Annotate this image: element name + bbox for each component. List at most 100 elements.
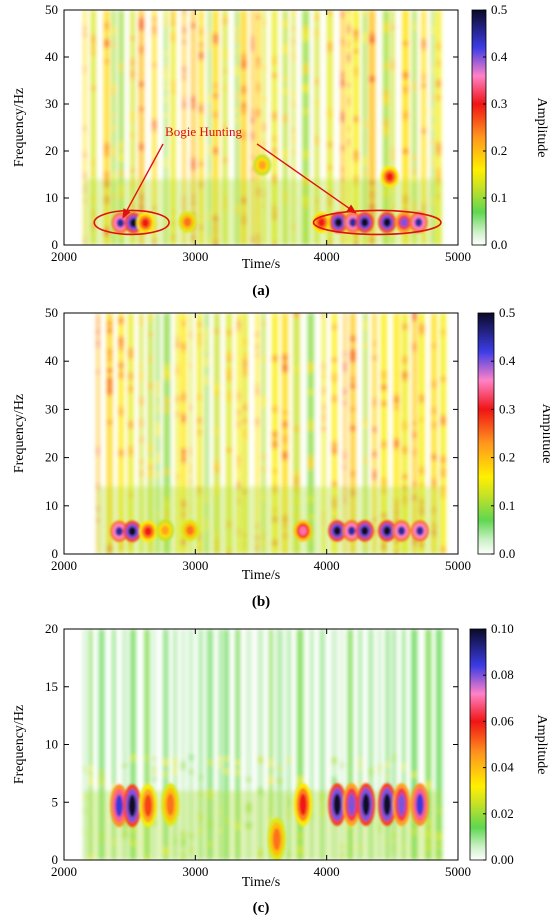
heatmap-speck <box>235 49 239 54</box>
heatmap-speck <box>297 775 303 785</box>
heatmap-speck <box>152 16 156 23</box>
heatmap-band <box>235 10 239 245</box>
heatmap-speck <box>277 777 283 785</box>
heatmap-speck <box>294 426 299 432</box>
heatmap-speck <box>292 10 295 19</box>
heatmap-band <box>276 629 283 860</box>
heatmap-speck <box>171 80 176 89</box>
heatmap-speck <box>308 361 314 371</box>
heatmap-speck <box>402 762 405 772</box>
heatmap-speck <box>208 30 211 42</box>
heatmap-speck <box>223 157 227 164</box>
colorbar-tick-label: 0.2 <box>491 143 507 158</box>
heatmap-speck <box>419 465 424 476</box>
heatmap-speck <box>303 109 309 114</box>
heatmap-speck <box>350 424 355 432</box>
hotspot-core <box>161 525 169 536</box>
heatmap-speck <box>128 371 133 381</box>
colorbar-tick-label: 0.00 <box>491 852 514 867</box>
heatmap-band <box>271 10 278 245</box>
heatmap-speck <box>383 125 389 137</box>
hotspot-core <box>400 217 408 227</box>
heatmap-band <box>310 629 314 860</box>
heatmap-speck <box>91 49 96 57</box>
heatmap-speck <box>156 391 159 398</box>
heatmap-band <box>208 10 211 245</box>
heatmap-speck <box>368 766 373 778</box>
heatmap-speck <box>144 755 150 760</box>
hotspot-core <box>397 793 406 816</box>
x-tick-label: 2000 <box>51 864 77 879</box>
heatmap-band <box>219 629 222 860</box>
heatmap-speck <box>183 65 186 74</box>
heatmap-speck <box>363 171 367 178</box>
heatmap-band <box>418 313 425 554</box>
heatmap-band <box>368 629 374 860</box>
heatmap-band <box>170 10 176 245</box>
heatmap-speck <box>292 134 295 144</box>
x-tick-label: 3000 <box>182 249 208 264</box>
heatmap-speck <box>315 28 319 39</box>
heatmap-speck <box>241 59 247 71</box>
colorbar-tick-label: 0.3 <box>499 401 515 416</box>
hotspot-core <box>360 526 369 536</box>
heatmap-speck <box>373 355 376 361</box>
heatmap-speck <box>91 44 96 52</box>
heatmap-speck <box>173 761 177 770</box>
heatmap-speck <box>402 445 408 455</box>
heatmap-speck <box>171 10 176 21</box>
heatmap-speck <box>440 416 446 427</box>
heatmap-speck <box>282 362 288 374</box>
heatmap-low-band <box>96 486 441 554</box>
heatmap-speck <box>183 39 186 45</box>
hotspot-core <box>383 793 391 816</box>
heatmap-speck <box>353 48 359 54</box>
annotation-ellipse <box>93 209 170 236</box>
heatmap-speck <box>107 320 112 327</box>
heatmap-speck <box>197 417 202 425</box>
heatmap-hotspots <box>110 519 429 543</box>
heatmap-speck <box>256 351 259 359</box>
heatmap-speck <box>332 481 337 487</box>
heatmap-speck <box>369 75 375 83</box>
heatmap-speck <box>191 101 195 111</box>
hotspot-core <box>166 793 175 816</box>
heatmap-speck <box>213 83 218 89</box>
heatmap-speck <box>272 439 278 450</box>
heatmap-band <box>112 629 116 860</box>
heatmap-speck <box>112 172 116 182</box>
heatmap-speck <box>343 360 346 371</box>
heatmap-band <box>176 313 180 554</box>
heatmap-speck <box>97 369 99 375</box>
heatmap-band <box>347 629 353 860</box>
heatmap-speck <box>283 43 288 55</box>
hotspot-core <box>416 526 424 536</box>
heatmap-speck <box>164 71 167 83</box>
heatmap-band <box>380 313 387 554</box>
heatmap-speck <box>130 110 135 123</box>
x-tick-label: 2000 <box>51 249 77 264</box>
heatmap-band <box>204 313 209 554</box>
colorbar-tick-label: 0.4 <box>499 353 516 368</box>
heatmap-speck <box>412 421 417 426</box>
heatmap-speck <box>412 166 416 178</box>
heatmap-band <box>180 313 187 554</box>
heatmap-speck <box>303 30 309 42</box>
heatmap-speck <box>189 769 194 775</box>
heatmap-speck <box>256 56 260 62</box>
heatmap-speck <box>176 342 179 349</box>
heatmap-speck <box>431 107 434 118</box>
y-tick-label: 20 <box>45 143 58 158</box>
heatmap-speck <box>402 371 408 378</box>
heatmap-speck <box>164 363 170 373</box>
hotspot-core <box>347 526 356 536</box>
heatmap-speck <box>258 755 263 763</box>
heatmap-speck <box>419 322 424 335</box>
heatmap-speck <box>287 756 291 764</box>
heatmap-speck <box>363 10 367 16</box>
heatmap-speck <box>340 761 344 769</box>
y-tick-label: 50 <box>45 305 58 320</box>
heatmap-speck <box>436 59 441 68</box>
heatmap-speck <box>343 450 346 462</box>
heatmap-speck <box>332 357 337 363</box>
